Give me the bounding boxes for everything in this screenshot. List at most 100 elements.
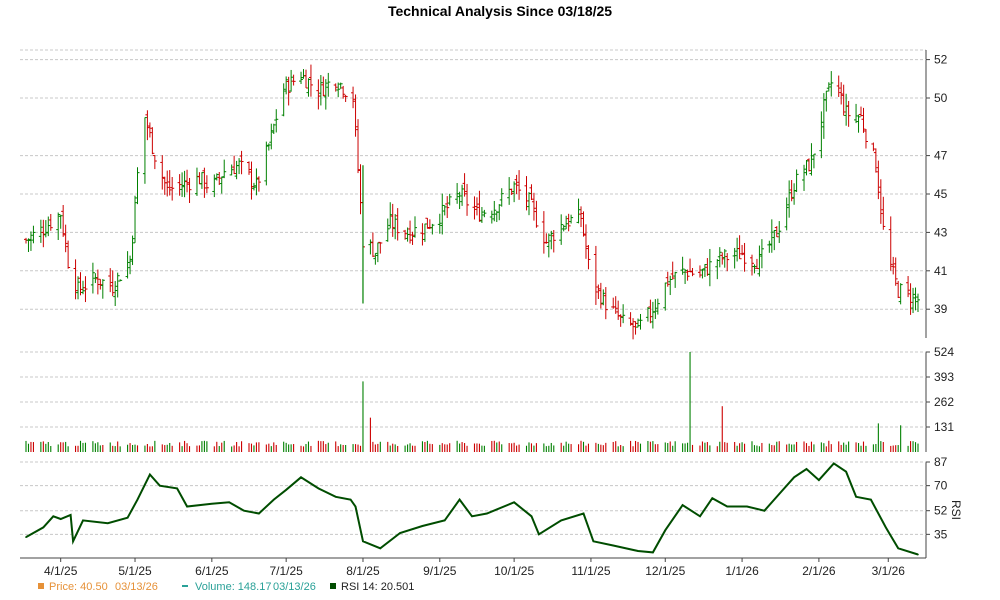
price-bar (222, 159, 227, 179)
rsi-point (82, 519, 84, 522)
price-bar (593, 245, 598, 305)
price-bar (308, 64, 313, 97)
price-bar (445, 196, 450, 218)
price-bar (509, 188, 514, 195)
rsi-point (917, 553, 919, 556)
price-bar (576, 198, 581, 224)
price-bar (338, 82, 343, 89)
price-bar (254, 168, 259, 196)
rsi-point (582, 512, 585, 515)
price-bar (638, 313, 643, 330)
price-bar (63, 224, 68, 253)
price-bar (742, 242, 747, 272)
price-bar (318, 74, 323, 106)
rsi-point (793, 476, 795, 479)
price-bar (368, 239, 373, 255)
price-bar (266, 143, 271, 151)
price-bar (499, 188, 504, 207)
rsi-point (106, 522, 109, 525)
price-bar (740, 244, 745, 256)
price-y-tick-label: 39 (934, 302, 948, 316)
price-bar (479, 207, 484, 223)
price-bar (212, 174, 217, 198)
x-tick-label: 7/1/25 (269, 564, 303, 578)
price-bar (846, 100, 851, 127)
price-bar (462, 173, 467, 197)
price-bar (898, 283, 903, 305)
x-tick-label: 1/1/26 (725, 564, 759, 578)
price-bar (549, 230, 554, 250)
price-bar (234, 160, 239, 180)
price-bar (73, 259, 78, 300)
price-bar (125, 251, 130, 279)
price-bar (717, 247, 722, 268)
price-bar (598, 282, 603, 309)
price-bar (78, 272, 83, 296)
price-bar (465, 183, 470, 216)
rsi-point (300, 476, 302, 479)
price-bar (754, 258, 759, 270)
price-bar (524, 176, 529, 211)
rsi-legend-swatch (330, 583, 336, 589)
rsi-point (228, 501, 230, 504)
price-bar (472, 196, 477, 220)
price-bar (413, 216, 418, 238)
price-bar (204, 175, 209, 194)
price-bar (128, 255, 133, 275)
price-bar (46, 216, 51, 237)
rsi-point (149, 473, 151, 476)
price-bar (794, 169, 799, 193)
price-bar (861, 107, 866, 133)
rsi-line (25, 462, 919, 556)
price-bar (586, 245, 591, 270)
price-bar (685, 269, 690, 281)
price-bar (725, 253, 730, 272)
price-bar (323, 79, 328, 110)
price-bar (388, 202, 393, 229)
price-bar (306, 78, 311, 97)
rsi-point (285, 489, 287, 491)
rsi-point (818, 479, 820, 481)
price-bar (757, 245, 762, 277)
x-tick-label: 12/1/25 (645, 564, 685, 578)
rsi-point (399, 532, 401, 534)
price-bar (373, 252, 378, 265)
price-bar (735, 237, 740, 262)
price-bar (83, 276, 88, 303)
price-bar (80, 280, 85, 295)
rsi-point (538, 533, 540, 536)
price-bar (395, 208, 400, 241)
price-bar (41, 219, 46, 248)
chart-title: Technical Analysis Since 03/18/25 (388, 3, 612, 19)
price-bar (145, 110, 150, 141)
price-bar (202, 167, 207, 198)
price-bar (841, 84, 846, 116)
price-bar (130, 235, 135, 266)
volume-y-tick-label: 524 (934, 345, 954, 359)
price-bar (569, 214, 574, 224)
rsi-point (354, 505, 357, 508)
price-bar (705, 258, 710, 276)
price-bar (333, 83, 338, 92)
price-bar (826, 82, 831, 92)
price-bar (688, 258, 693, 273)
price-bar (133, 195, 138, 244)
price-bar (251, 182, 256, 191)
price-bar (61, 205, 66, 237)
price-bar (514, 174, 519, 195)
price-bar (108, 268, 113, 293)
rsi-point (612, 544, 615, 547)
price-bar (494, 210, 499, 223)
price-y-tick-label: 41 (934, 264, 948, 278)
price-bar (811, 153, 816, 169)
price-bar (616, 300, 621, 320)
rsi-point (379, 547, 382, 550)
price-y-tick-label: 50 (934, 91, 948, 105)
price-bar (194, 167, 199, 196)
price-bar (697, 265, 702, 278)
price-bar (437, 213, 442, 234)
price-y-tick-label: 52 (934, 53, 948, 67)
price-bar (789, 179, 794, 202)
price-legend-date: 03/13/26 (115, 581, 158, 593)
rsi-point (699, 515, 701, 518)
